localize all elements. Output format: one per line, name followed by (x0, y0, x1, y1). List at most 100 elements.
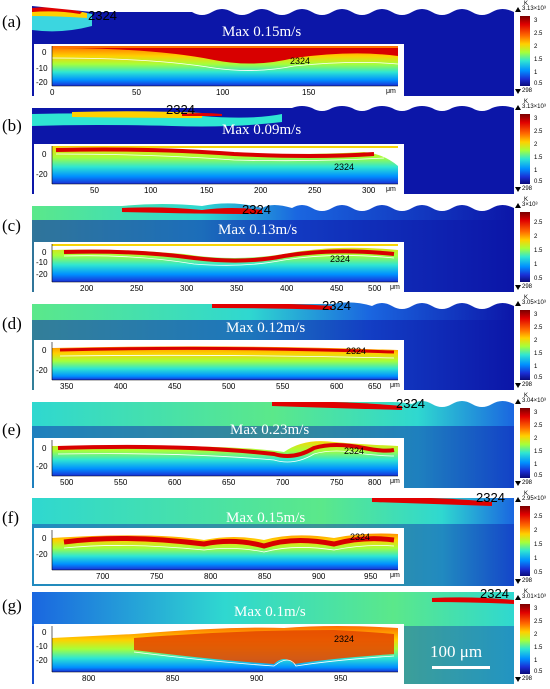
colorbar-tick: 1 (534, 262, 538, 268)
contour-label: 2324 (334, 634, 355, 644)
colorbar-tick: 2 (534, 436, 538, 442)
colorbar-tick: 2 (534, 338, 538, 344)
inset-plot: 0 -20 350 400 450 500 550 600 650 μm 232… (34, 340, 404, 392)
min-marker-icon (515, 481, 521, 486)
x-tick: 50 (132, 88, 141, 97)
max-marker-icon (515, 301, 521, 306)
contour-label: 2324 (290, 56, 311, 66)
colorbar-tick: 0.5 (534, 473, 543, 479)
y-tick: 0 (42, 248, 47, 257)
panel-label: (g) (2, 596, 22, 615)
colorbar-tick: 2.5 (534, 31, 543, 37)
x-tick: 250 (130, 284, 144, 293)
colorbar-unit: K (524, 99, 529, 105)
inset-unit: μm (390, 382, 400, 389)
x-tick: 200 (254, 186, 268, 195)
y-tick: 0 (42, 48, 47, 57)
colorbar-tick: 1 (534, 70, 538, 76)
contour-label: 2324 (322, 298, 351, 313)
colorbar-gradient (520, 604, 530, 674)
colorbar-tick: 2 (534, 632, 538, 638)
panel-a: (a) 2324 Max 0.15m/s 0 -10 -2 (0, 1, 550, 98)
inset-plot: 0 -20 700 750 800 850 900 950 μm 2324 (34, 528, 404, 584)
x-tick: 350 (60, 382, 74, 391)
x-tick: 800 (82, 674, 96, 683)
y-tick: 0 (42, 628, 47, 637)
max-marker-icon (515, 203, 521, 208)
contour-label: 2324 (330, 254, 351, 264)
colorbar-tick: 3 (534, 312, 538, 318)
colorbar-max: 3.13×10³ (522, 6, 546, 12)
colorbar-tick: 1 (534, 168, 538, 174)
x-tick: 750 (330, 478, 344, 487)
panel-b: (b) 2324 Max 0.09m/s 0 -20 50 100 150 20… (0, 99, 550, 196)
colorbar-tick: 1.5 (534, 645, 543, 651)
x-tick: 350 (230, 284, 244, 293)
max-velocity-label: Max 0.15m/s (226, 510, 306, 526)
y-tick: -20 (36, 550, 48, 559)
colorbar-tick: 2 (534, 142, 538, 148)
colorbar-unit: K (524, 393, 529, 399)
colorbar-unit: K (524, 197, 529, 203)
max-velocity-label: Max 0.1m/s (234, 604, 306, 620)
contour-label: 2324 (350, 532, 371, 542)
colorbar-tick: 2.5 (534, 423, 543, 429)
y-tick: 0 (42, 150, 47, 159)
colorbar-tick: 1.5 (534, 351, 543, 357)
x-tick: 950 (364, 572, 378, 581)
max-marker-icon (515, 105, 521, 110)
y-tick: -10 (36, 642, 48, 651)
min-marker-icon (515, 677, 521, 682)
x-tick: 100 (216, 88, 230, 97)
x-tick: 900 (312, 572, 326, 581)
max-marker-icon (515, 399, 521, 404)
colorbar-tick: 1.5 (534, 57, 543, 63)
x-tick: 150 (302, 88, 316, 97)
colorbar-min: 298 (522, 88, 533, 94)
scale-bar (432, 666, 490, 669)
x-tick: 100 (144, 186, 158, 195)
panel-label: (f) (2, 508, 19, 527)
y-tick: -20 (36, 270, 48, 279)
colorbar: K 3.05×10³ 3 2.5 2 1.5 1 0.5 298 (514, 295, 550, 392)
y-tick: -10 (36, 64, 48, 73)
colorbar-max: 3.13×10³ (522, 104, 546, 110)
inset-unit: μm (390, 478, 400, 485)
panel-d: (d) 2324 Max 0.12m/s 0 -20 (0, 295, 550, 392)
panel-label: (c) (2, 216, 21, 235)
colorbar-tick: 3 (534, 116, 538, 122)
x-tick: 600 (330, 382, 344, 391)
x-tick: 700 (276, 478, 290, 487)
y-tick: -20 (36, 170, 48, 179)
colorbar-unit: K (524, 491, 529, 497)
x-tick: 850 (166, 674, 180, 683)
y-tick: 0 (42, 444, 47, 453)
colorbar: K 3×10³ 2.5 2 1.5 1 0.5 298 (514, 197, 550, 294)
x-tick: 550 (276, 382, 290, 391)
colorbar-tick: 0.5 (534, 276, 543, 282)
colorbar-max: 3.04×10³ (522, 398, 546, 404)
colorbar: K 3.13×10³ 3 2.5 2 1.5 1 0.5 298 (514, 1, 550, 98)
max-velocity-label: Max 0.13m/s (218, 222, 298, 238)
x-tick: 700 (96, 572, 110, 581)
colorbar-tick: 1.5 (534, 449, 543, 455)
contour-label: 2324 (242, 202, 271, 217)
inset-unit: μm (390, 284, 400, 291)
x-tick: 50 (90, 186, 99, 195)
colorbar-tick: 2.5 (534, 514, 543, 520)
contour-label: 2324 (476, 490, 505, 505)
contour-label: 2324 (480, 586, 509, 601)
panel-g: (g) 2324 Max 0.1m/s 0 -10 -20 (0, 586, 550, 686)
scale-bar-label: 100 μm (430, 642, 483, 661)
x-tick: 650 (222, 478, 236, 487)
colorbar-tick: 3 (534, 18, 538, 24)
x-tick: 0 (50, 88, 55, 97)
panel-label: (a) (2, 12, 21, 31)
max-marker-icon (515, 595, 521, 600)
colorbar-gradient (520, 16, 530, 86)
colorbar-max: 3×10³ (522, 202, 538, 208)
max-velocity-label: Max 0.09m/s (222, 122, 302, 138)
x-tick: 200 (80, 284, 94, 293)
colorbar-tick: 2.5 (534, 129, 543, 135)
contour-label: 2324 (396, 396, 425, 411)
